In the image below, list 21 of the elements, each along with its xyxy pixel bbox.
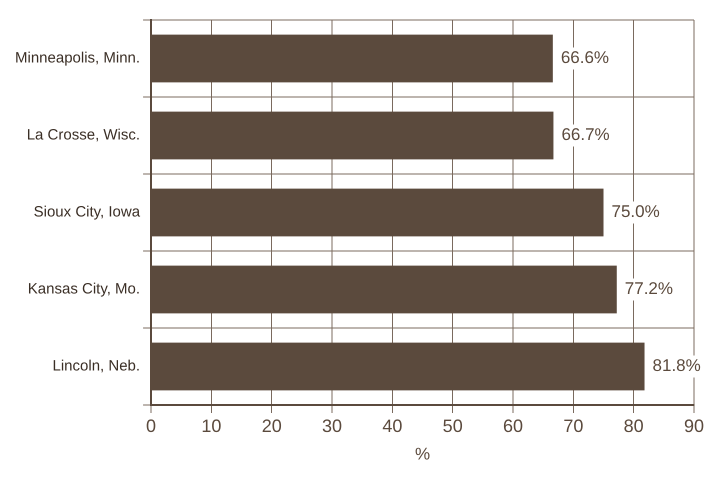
x-tick-label: 50	[442, 416, 463, 436]
data-label: 75.0%	[612, 202, 660, 222]
data-label: 81.8%	[652, 356, 701, 376]
y-tick-label: Minneapolis, Minn.	[15, 50, 140, 67]
y-tick-label: La Crosse, Wisc.	[26, 126, 140, 144]
x-tick-label: 70	[563, 416, 584, 436]
x-tick-label: 90	[684, 416, 704, 436]
x-axis-title: %	[414, 444, 430, 464]
data-label: 77.2%	[624, 279, 673, 298]
x-tick-label: 30	[322, 416, 342, 436]
x-tick-label: 40	[382, 416, 402, 436]
y-tick-label: Sioux City, Iowa	[34, 204, 141, 221]
x-tick-label: 0	[146, 416, 156, 436]
y-tick-label: Kansas City, Mo.	[28, 280, 140, 298]
x-tick-label: 80	[624, 416, 644, 436]
x-tick-label: 20	[262, 416, 282, 436]
x-tick-label: 10	[201, 416, 222, 436]
data-label: 66.7%	[561, 125, 610, 144]
x-tick-label: 60	[503, 416, 524, 436]
y-tick-label: Lincoln, Neb.	[52, 358, 140, 375]
data-label: 66.6%	[560, 48, 610, 68]
